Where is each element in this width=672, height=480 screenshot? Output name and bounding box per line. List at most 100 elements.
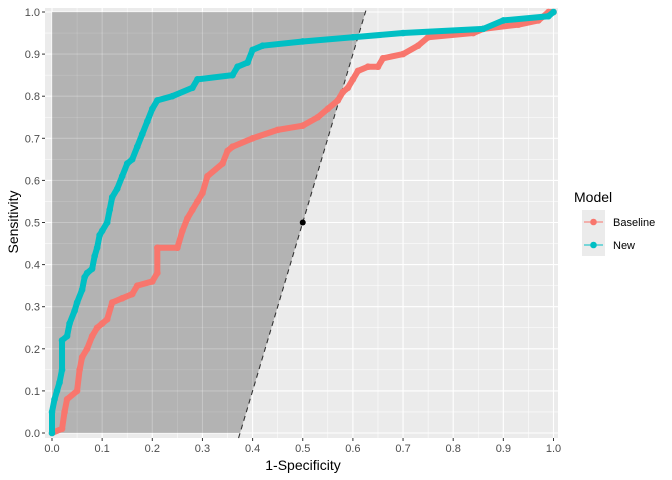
data-point-new bbox=[71, 307, 78, 315]
data-point-new bbox=[51, 396, 58, 403]
data-point-new bbox=[500, 17, 507, 24]
data-point-new bbox=[118, 172, 126, 180]
data-point-baseline bbox=[73, 387, 81, 395]
data-point-baseline bbox=[108, 299, 116, 306]
y-tick-label: 0.9 bbox=[25, 49, 40, 61]
data-point-new bbox=[113, 185, 121, 193]
data-point-baseline bbox=[154, 244, 161, 252]
data-point-baseline bbox=[194, 198, 201, 205]
data-point-new bbox=[169, 92, 176, 100]
data-point-baseline bbox=[374, 63, 382, 71]
data-point-new bbox=[83, 269, 91, 277]
data-point-baseline bbox=[63, 396, 71, 403]
y-tick-label: 1.0 bbox=[25, 7, 40, 19]
data-point-new bbox=[58, 337, 66, 344]
data-point-baseline bbox=[184, 214, 191, 222]
data-point-baseline bbox=[61, 408, 68, 416]
data-point-baseline bbox=[118, 294, 126, 302]
data-point-new bbox=[249, 46, 256, 54]
x-tick-label: 0.4 bbox=[245, 443, 260, 455]
data-point-baseline bbox=[324, 105, 332, 113]
data-point-baseline bbox=[299, 122, 307, 129]
data-point-baseline bbox=[334, 97, 342, 104]
data-point-baseline bbox=[204, 172, 211, 180]
legend-label-new: New bbox=[613, 240, 635, 252]
series-line-new bbox=[49, 9, 556, 433]
data-point-baseline bbox=[88, 332, 96, 340]
data-point-baseline bbox=[174, 244, 181, 252]
data-point-new bbox=[299, 38, 307, 45]
data-point-new bbox=[189, 84, 196, 92]
reference-line bbox=[238, 6, 368, 439]
x-tick-label: 0.5 bbox=[295, 443, 310, 455]
data-point-new bbox=[98, 227, 106, 235]
data-point-new bbox=[349, 33, 357, 41]
x-tick-label: 0.2 bbox=[145, 443, 160, 455]
data-point-baseline bbox=[78, 353, 86, 361]
data-point-new bbox=[545, 12, 552, 20]
data-point-new bbox=[108, 193, 116, 201]
reference-point bbox=[299, 219, 306, 226]
x-tick-label: 0.9 bbox=[496, 443, 511, 455]
data-point-new bbox=[58, 366, 66, 374]
data-point-baseline bbox=[344, 84, 352, 92]
data-point-baseline bbox=[229, 143, 236, 151]
data-point-new bbox=[73, 299, 81, 306]
legend-key-new-point bbox=[590, 241, 597, 249]
data-point-new bbox=[53, 387, 61, 395]
legend-label-baseline: Baseline bbox=[613, 217, 655, 229]
data-point-new bbox=[93, 244, 101, 252]
x-tick-label: 0.8 bbox=[446, 443, 461, 455]
data-point-baseline bbox=[103, 316, 111, 323]
data-point-baseline bbox=[274, 126, 281, 134]
data-point-baseline bbox=[249, 135, 256, 142]
data-point-baseline bbox=[379, 55, 387, 62]
x-tick-label: 0.6 bbox=[345, 443, 360, 455]
data-point-baseline bbox=[98, 320, 106, 327]
x-axis-label: 1-Specificity bbox=[265, 457, 340, 473]
legend-key-bg bbox=[582, 210, 605, 256]
data-point-baseline bbox=[219, 160, 226, 167]
data-point-baseline bbox=[58, 425, 66, 433]
data-point-new bbox=[194, 76, 201, 83]
y-axis-label: Sensitivity bbox=[5, 190, 21, 253]
data-point-new bbox=[479, 25, 487, 33]
data-point-new bbox=[259, 42, 266, 49]
data-point-baseline bbox=[128, 290, 136, 298]
data-point-new bbox=[149, 105, 156, 113]
x-tick-label: 0.0 bbox=[44, 443, 59, 455]
data-point-new bbox=[103, 219, 111, 226]
legend-title: Model bbox=[574, 189, 612, 205]
data-point-baseline bbox=[424, 33, 432, 41]
data-point-baseline bbox=[83, 345, 91, 353]
y-tick-label: 0.6 bbox=[25, 175, 40, 187]
data-point-baseline bbox=[399, 50, 407, 58]
data-point-baseline bbox=[133, 282, 141, 289]
data-point-baseline bbox=[154, 269, 161, 277]
data-point-new bbox=[48, 429, 56, 437]
data-point-new bbox=[123, 160, 131, 167]
legend: Model Baseline New bbox=[574, 189, 655, 256]
y-tick-label: 0.5 bbox=[25, 218, 40, 230]
data-point-new bbox=[78, 286, 86, 294]
axis-ticks: 0.0 0.1 0.2 0.3 0.4 0.5 0.6 0.7 0.8 0.9 1.0 0.0 0.1 0… bbox=[25, 7, 561, 455]
series-layer bbox=[48, 8, 557, 437]
grid-overlay bbox=[45, 8, 558, 438]
x-tick-label: 1.0 bbox=[546, 443, 561, 455]
data-point-new bbox=[229, 71, 236, 79]
data-point-baseline bbox=[339, 88, 347, 96]
data-point-new bbox=[138, 130, 146, 138]
data-point-baseline bbox=[224, 147, 231, 155]
y-tick-label: 0.4 bbox=[25, 260, 40, 272]
data-point-new bbox=[48, 408, 56, 416]
data-point-new bbox=[63, 332, 71, 340]
data-point-baseline bbox=[314, 113, 322, 121]
data-point-new bbox=[56, 379, 63, 386]
y-tick-label: 0.3 bbox=[25, 302, 40, 314]
data-point-new bbox=[91, 252, 98, 260]
legend-key-baseline-point bbox=[590, 218, 597, 226]
data-point-new bbox=[399, 29, 407, 37]
y-tick-label: 0.2 bbox=[25, 344, 40, 356]
data-point-baseline bbox=[93, 324, 101, 332]
